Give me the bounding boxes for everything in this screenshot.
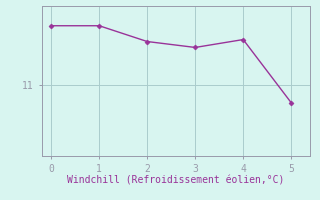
X-axis label: Windchill (Refroidissement éolien,°C): Windchill (Refroidissement éolien,°C) [67,175,285,185]
